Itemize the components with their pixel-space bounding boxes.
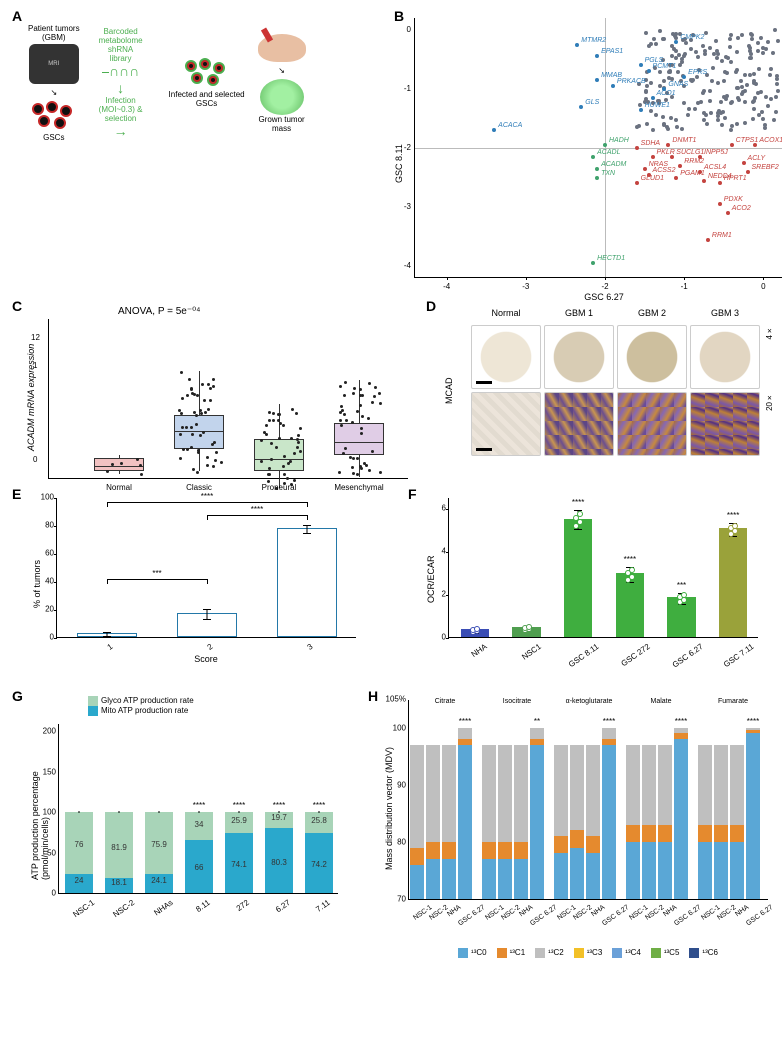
panel-a: Patient tumors (GBM) MRI ↘ GSCs Barcoded… (28, 24, 378, 142)
legend-h: ¹³C0¹³C1¹³C2¹³C3¹³C4¹³C5¹³C6 (408, 948, 768, 958)
panel-e: 020406080100123*********** % of tumors S… (56, 498, 356, 638)
bar-chart-f: 0246NHANSC1****GSC 8.11****GSC 272***GSC… (448, 498, 758, 638)
wf-patient: Patient tumors (GBM) MRI ↘ GSCs (28, 24, 80, 142)
panel-c-label: C (12, 298, 22, 314)
panel-f: 0246NHANSC1****GSC 8.11****GSC 272***GSC… (448, 498, 758, 638)
hairpin-icon: ⎯∩∩∩ (102, 63, 139, 80)
anova-title: ANOVA, P = 5e⁻⁰⁴ (118, 306, 408, 317)
legend-g: Glyco ATP production rate Mito ATP produ… (88, 696, 194, 716)
figure-multipanel: A Patient tumors (GBM) MRI ↘ GSCs Barcod… (8, 8, 774, 1048)
panel-b-label: B (394, 8, 404, 24)
boxplot-ylabel: ACADM mRNA expression (26, 344, 36, 451)
boxplot: 0112NormalClassicProneuralMesenchymal (48, 319, 408, 479)
wf-infected: Infected and selected GSCs (162, 58, 252, 108)
tumor-icon (260, 79, 304, 115)
stacked-chart-h: 708090100105%CitrateNSC-1NSC-2NHAGSC 6.2… (408, 700, 768, 900)
gsc-cells (30, 101, 78, 133)
ihc-grid: NormalGBM 1GBM 2GBM 3MCAD (444, 308, 760, 456)
arrow-down-icon: ↓ (117, 80, 124, 96)
panel-h: 708090100105%CitrateNSC-1NSC-2NHAGSC 6.2… (408, 700, 768, 958)
stacked-chart-g: 0501001502002476NSC-118.181.9NSC-224.175… (58, 724, 338, 894)
panel-h-label: H (368, 688, 378, 704)
syringe-icon (260, 27, 272, 42)
panel-e-label: E (12, 486, 21, 502)
wf-mouse: ↘ Grown tumor mass (258, 34, 306, 133)
arrow-right-icon: → (114, 123, 128, 139)
panel-g: Glyco ATP production rate Mito ATP produ… (58, 700, 338, 894)
infected-cells (183, 58, 231, 90)
panel-d: NormalGBM 1GBM 2GBM 3MCAD 4×20× (444, 308, 760, 456)
panel-g-label: G (12, 688, 23, 704)
scatter-plot: -4-3-2-10-4-3-2-10MTMR2EPAS1CMPK2PGLSPCM… (414, 18, 782, 278)
panel-f-label: F (408, 486, 417, 502)
mri-thumb: MRI (29, 44, 79, 84)
mouse-icon (258, 34, 306, 62)
workflow: Patient tumors (GBM) MRI ↘ GSCs Barcoded… (28, 24, 378, 142)
scatter-xlabel: GSC 6.27 (414, 292, 782, 302)
panel-c: ANOVA, P = 5e⁻⁰⁴ 0112NormalClassicProneu… (48, 306, 408, 479)
panel-d-label: D (426, 298, 436, 314)
bar-chart-e: 020406080100123*********** (56, 498, 356, 638)
panel-b: -4-3-2-10-4-3-2-10MTMR2EPAS1CMPK2PGLSPCM… (414, 18, 782, 278)
panel-a-label: A (12, 8, 22, 24)
wf-library: Barcoded metabolome shRNA library ⎯∩∩∩ ↓… (86, 27, 156, 139)
